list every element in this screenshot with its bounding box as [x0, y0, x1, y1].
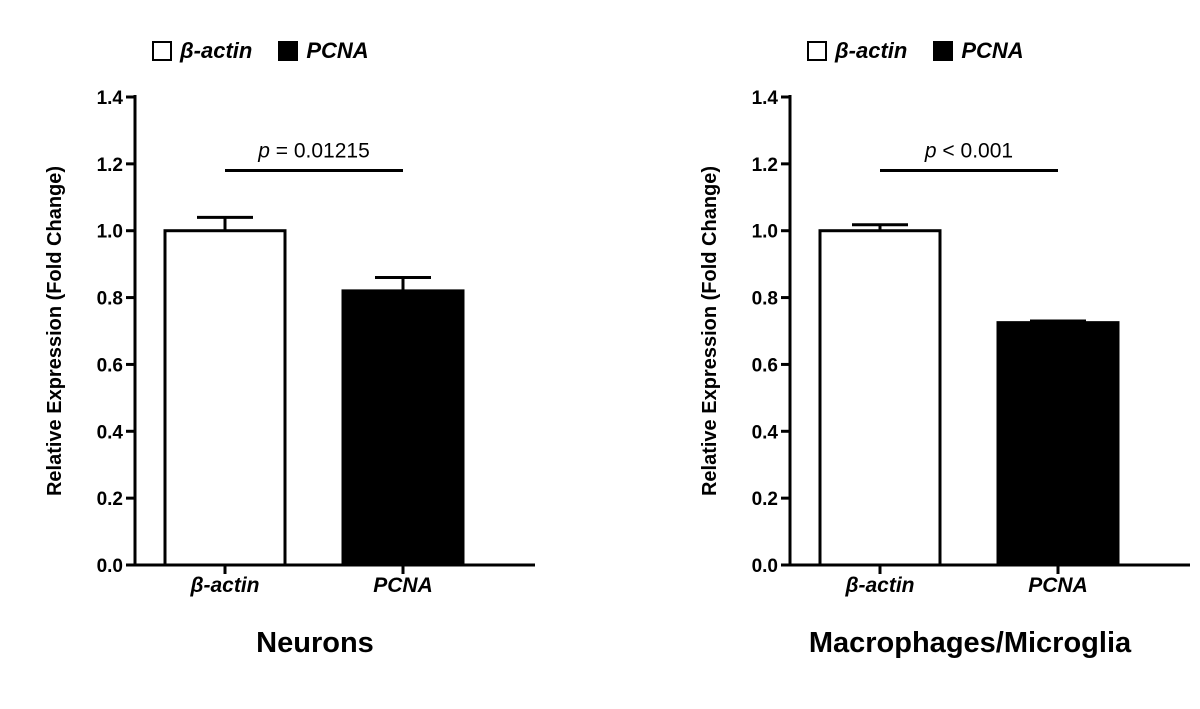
y-tick-label: 0.2: [97, 489, 123, 510]
bar-actin: [163, 229, 287, 567]
legend-label-pcna: PCNA: [306, 38, 369, 63]
legend-label-beta-actin: β-actin: [180, 38, 253, 63]
bar-chart-macrophages-microglia: 0.0 0.2 0.4 0.6 0.8 1.0 1.2 1.4 β-actin PCNA Relat…: [699, 88, 1190, 659]
p-value-symbol: p: [257, 140, 270, 163]
chart-title: Macrophages/Microglia: [809, 627, 1132, 659]
x-tick-label-actin: β-actin: [844, 574, 914, 597]
bar-pcna: [341, 289, 465, 567]
y-tick-label: 0.0: [752, 556, 778, 577]
bar-chart-neurons: 0.0 0.2 0.4 0.6 0.8 1.0 1.2 1.4 β-actin PCNA Relat…: [44, 88, 535, 659]
p-value-label: p = 0.01215: [257, 140, 370, 163]
y-axis-label: Relative Expression (Fold Change): [699, 166, 721, 496]
chart-title: Neurons: [256, 627, 374, 659]
bar-pcna: [996, 321, 1120, 567]
x-tick-label-pcna: PCNA: [373, 574, 433, 597]
y-tick-label: 1.4: [97, 88, 124, 109]
legend-label-pcna: PCNA: [961, 38, 1024, 63]
legend-item-beta-actin: β-actin: [807, 38, 907, 64]
bar-actin: [818, 229, 942, 567]
chart-panel-macrophages-microglia: β-actin PCNA 0.0 0.2 0.4 0.6 0.8 1.0 1.2 1.4 β-a…: [655, 0, 1200, 709]
legend-item-pcna: PCNA: [278, 38, 369, 64]
p-value-label: p < 0.001: [924, 140, 1013, 163]
legend-item-pcna: PCNA: [933, 38, 1024, 64]
legend-swatch-beta-actin: [807, 41, 827, 61]
y-tick-label: 0.4: [97, 422, 124, 443]
legend: β-actin PCNA: [152, 38, 395, 64]
y-tick-label: 0.6: [752, 355, 778, 376]
y-tick-label: 0.8: [752, 289, 778, 310]
x-tick-label-pcna: PCNA: [1028, 574, 1088, 597]
legend-swatch-pcna: [278, 41, 299, 61]
y-tick-label: 0.2: [752, 489, 778, 510]
y-tick-label: 1.0: [97, 222, 123, 243]
y-tick-label: 1.4: [752, 88, 779, 109]
legend-swatch-pcna: [933, 41, 954, 61]
p-value-text: < 0.001: [937, 140, 1013, 163]
y-tick-label: 0.8: [97, 289, 123, 310]
x-tick-label-actin: β-actin: [189, 574, 259, 597]
y-tick-label: 0.4: [752, 422, 779, 443]
chart-panel-neurons: β-actin PCNA 0.0 0.2 0.4 0.6 0.8 1.0 1.2 1.4 β-a…: [44, 38, 535, 659]
y-tick-label: 0.0: [97, 556, 123, 577]
legend-item-beta-actin: β-actin: [152, 38, 252, 64]
y-tick-label: 1.0: [752, 222, 778, 243]
y-axis-label: Relative Expression (Fold Change): [44, 166, 66, 496]
y-tick-label: 1.2: [97, 155, 123, 176]
legend-swatch-beta-actin: [152, 41, 172, 61]
y-tick-label: 0.6: [97, 355, 123, 376]
legend: β-actin PCNA: [807, 38, 1050, 64]
legend-label-beta-actin: β-actin: [835, 38, 908, 63]
y-tick-label: 1.2: [752, 155, 778, 176]
p-value-text: = 0.01215: [270, 140, 370, 163]
p-value-symbol: p: [924, 140, 937, 163]
